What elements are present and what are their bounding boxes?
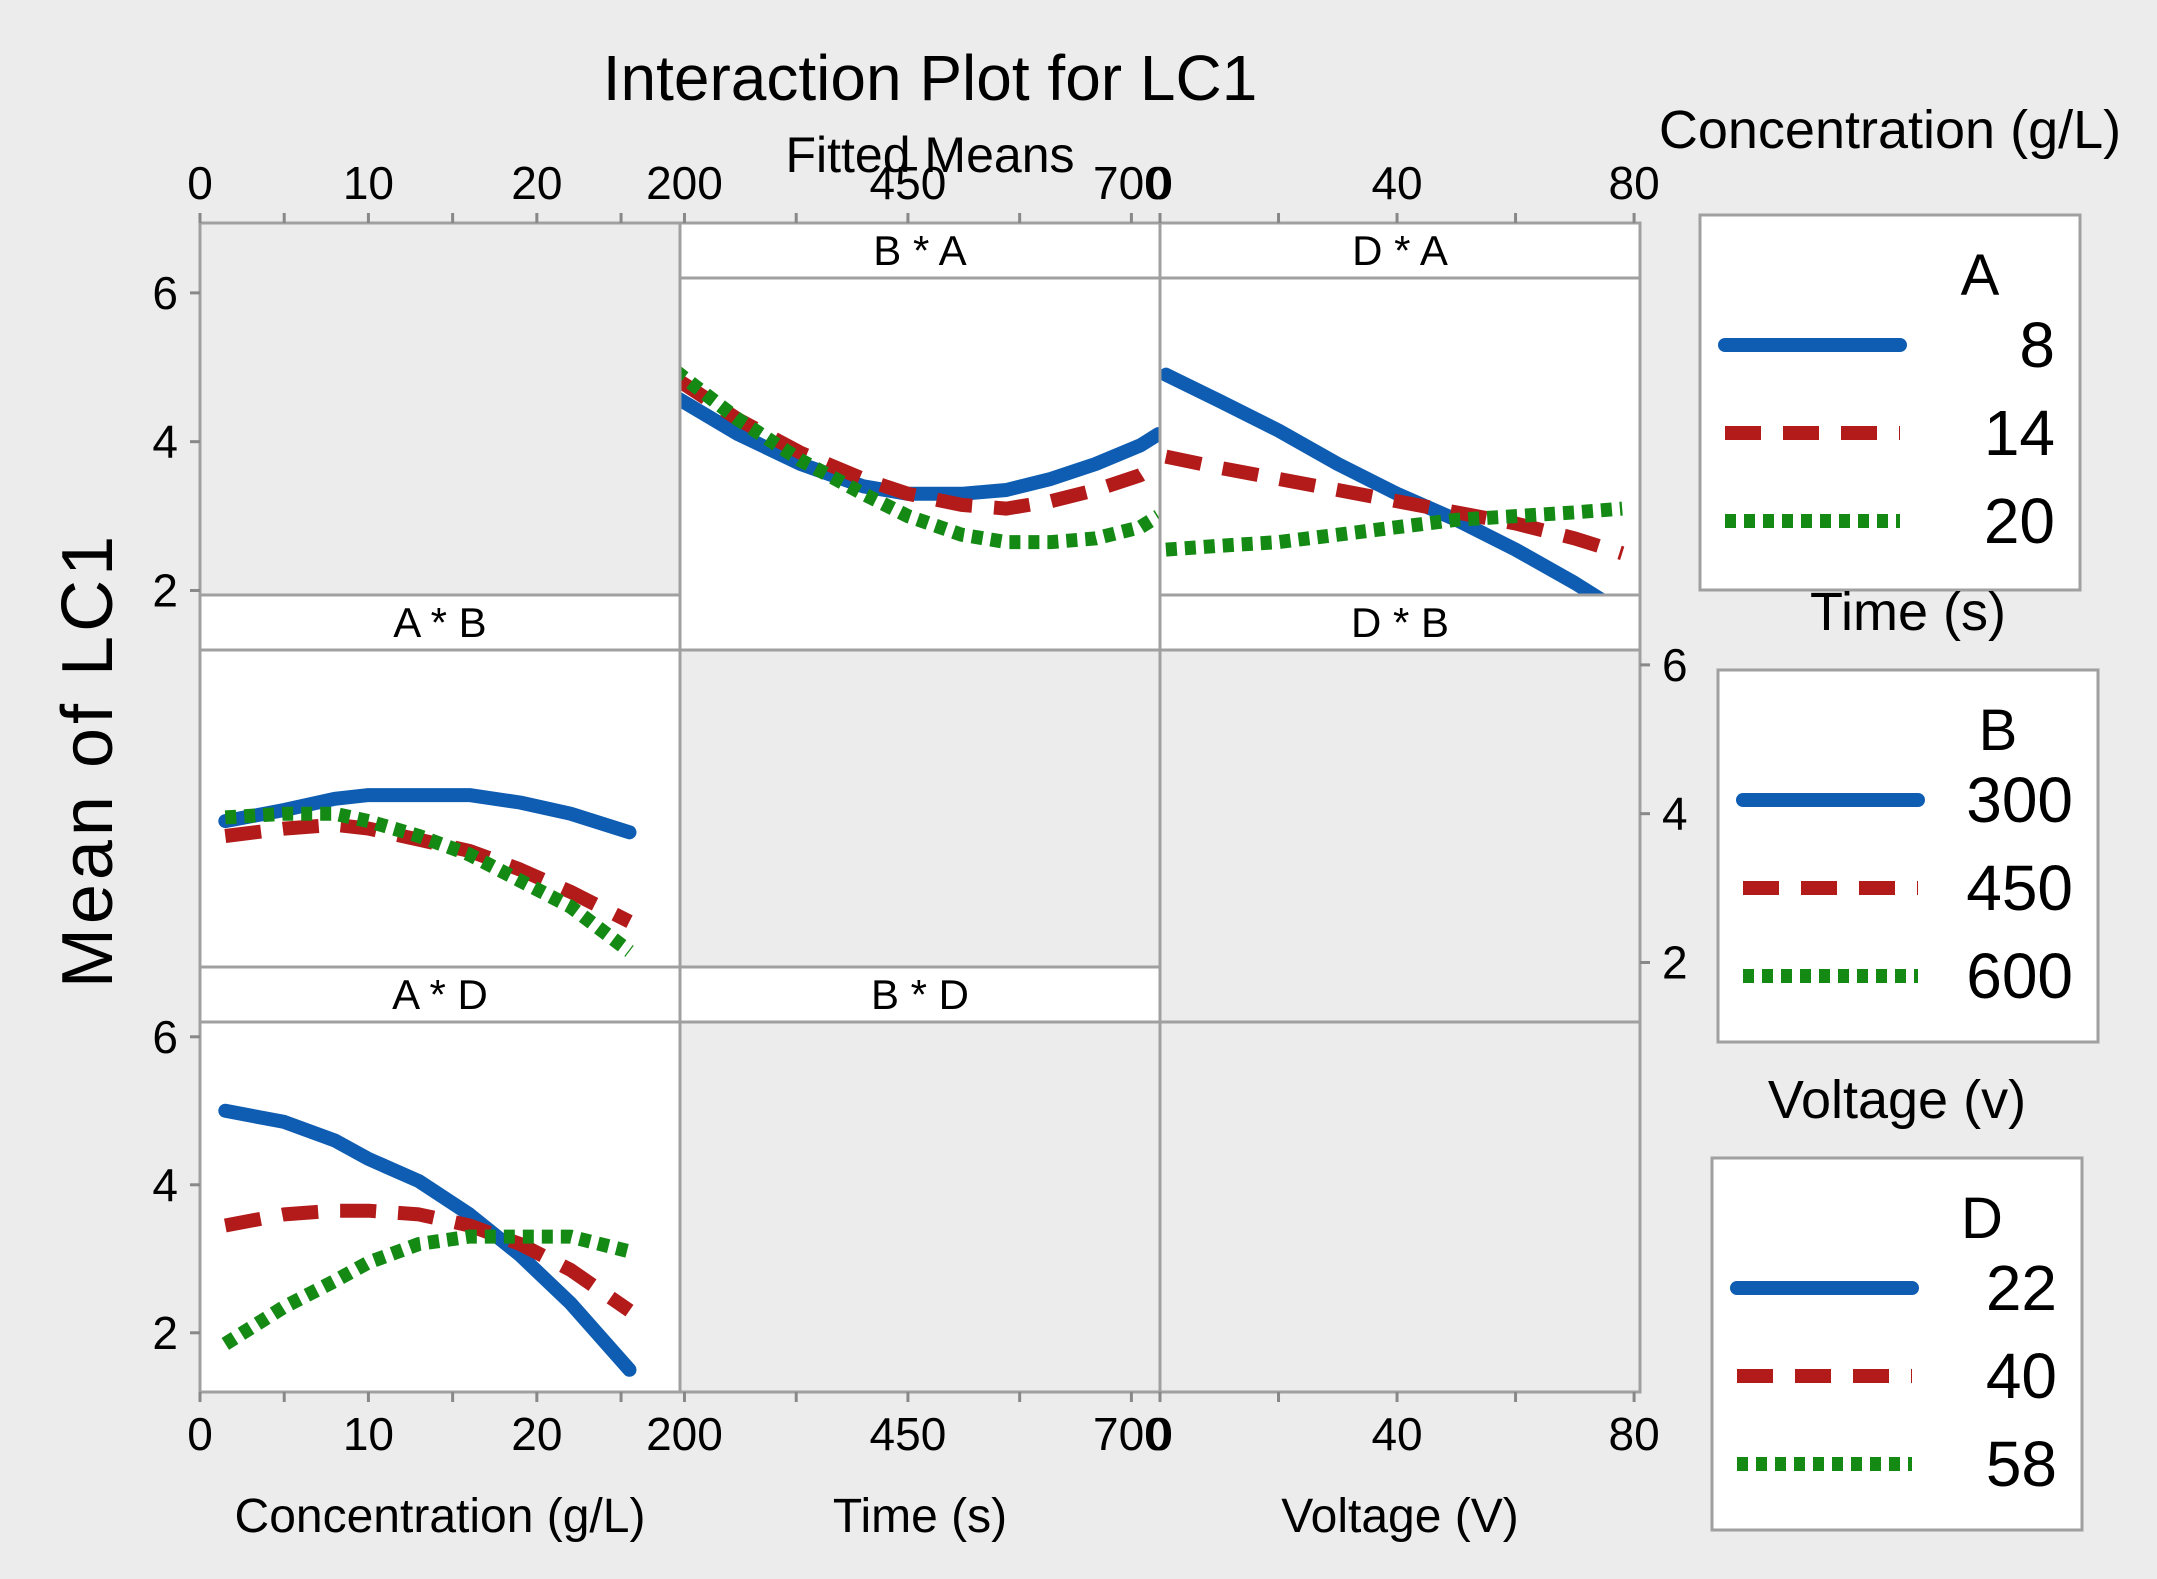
panel-ab: A * B <box>198 593 682 1022</box>
x-tick-label-bottom: 0 <box>187 1408 213 1460</box>
legend-level-label: 8 <box>2019 309 2055 381</box>
y-tick-label: 4 <box>152 1159 178 1211</box>
x-tick-label-top: 80 <box>1608 157 1659 209</box>
x-tick-label-bottom: 10 <box>343 1408 394 1460</box>
grid-cell <box>1160 650 1640 1022</box>
series-line-a-20 <box>1165 501 1623 557</box>
legend-level-label: 14 <box>1984 397 2055 469</box>
panel-strip-label: A * B <box>393 599 486 646</box>
legend-level-label: 22 <box>1986 1252 2057 1324</box>
y-tick-label: 2 <box>152 564 178 616</box>
x-tick-label-bottom: 20 <box>511 1408 562 1460</box>
series-line-a-14 <box>680 372 1160 516</box>
panel-plot-area <box>1160 278 1640 650</box>
panel-db: D * B <box>1158 593 1642 652</box>
panels-layer: B * A D * A A * B D * B A * D B * D <box>198 221 1642 1394</box>
grid-cell <box>200 278 680 650</box>
legend-header: Voltage (v) <box>1768 1070 2026 1130</box>
series-line-a-20 <box>680 365 1160 550</box>
y-axis-title: Mean of LC1 <box>48 532 128 988</box>
x-tick-label-top: 40 <box>1371 157 1422 209</box>
legend-level-label: 450 <box>1966 852 2073 924</box>
panel-plot-area <box>200 650 680 1022</box>
panel-bd: B * D <box>678 965 1162 1024</box>
x-tick-label-bottom: 200 <box>646 1408 723 1460</box>
panel-strip <box>198 965 682 1024</box>
x-tick-label-top: 700 <box>1093 157 1170 209</box>
y-tick-label: 2 <box>152 1307 178 1359</box>
legend-header: Time (s) <box>1810 582 2006 642</box>
legend-level-label: 600 <box>1966 940 2073 1012</box>
legend-variable: B <box>1979 698 2018 763</box>
x-tick-label-top: 20 <box>511 157 562 209</box>
panel-strip-label: D * B <box>1351 599 1449 646</box>
chart-subtitle: Fitted Means <box>785 127 1074 183</box>
legend-level-label: 40 <box>1986 1340 2057 1412</box>
panel-ba: B * A <box>678 221 1162 650</box>
legend-variable: D <box>1961 1186 2003 1251</box>
legend-header: Concentration (g/L) <box>1659 100 2121 160</box>
legend-variable: A <box>1961 243 2000 308</box>
series-line-d-58 <box>221 1229 632 1350</box>
panel-strip-label: B * A <box>873 227 966 274</box>
x-tick-label-top: 450 <box>870 157 947 209</box>
series-line-b-600 <box>224 806 634 957</box>
series-line-a-14 <box>1164 449 1625 560</box>
grid-cell <box>680 650 1160 1022</box>
x-axis-title: Voltage (V) <box>1281 1490 1518 1543</box>
x-tick-label-bottom: 40 <box>1371 1408 1422 1460</box>
panel-ad: A * D <box>198 965 682 1392</box>
grid-cell <box>680 1022 1160 1392</box>
legend-a: Concentration (g/L) A8 14 20 <box>1659 100 2121 592</box>
grid-frame <box>198 221 1642 1394</box>
legend-level-label: 58 <box>1986 1428 2057 1500</box>
x-tick-label-bottom: 0 <box>1147 1408 1173 1460</box>
y-tick-label: 2 <box>1662 936 1688 988</box>
panel-strip-label: D * A <box>1352 227 1448 274</box>
panel-strip-label: A * D <box>392 971 488 1018</box>
series-line-b-300 <box>218 788 637 840</box>
x-axis-title: Time (s) <box>833 1490 1007 1543</box>
legend-d: Voltage (v) D22 40 58 <box>1710 1070 2084 1532</box>
legend-level-label: 300 <box>1966 764 2073 836</box>
y-tick-label: 4 <box>152 416 178 468</box>
panel-strip-label: B * D <box>871 971 969 1018</box>
y-tick-label: 4 <box>1662 788 1688 840</box>
x-axis-title: Concentration (g/L) <box>235 1490 646 1543</box>
series-line-a-8 <box>1160 367 1630 620</box>
grid-cell <box>1160 1022 1640 1392</box>
x-tick-label-bottom: 450 <box>870 1408 947 1460</box>
y-tick-label: 6 <box>152 1011 178 1063</box>
x-tick-label-top: 0 <box>187 157 213 209</box>
y-tick-label: 6 <box>1662 639 1688 691</box>
panel-da: D * A <box>1158 221 1642 650</box>
series-line-d-40 <box>224 1203 634 1317</box>
x-tick-label-top: 10 <box>343 157 394 209</box>
x-tick-label-top: 0 <box>1147 157 1173 209</box>
x-tick-label-top: 200 <box>646 157 723 209</box>
x-tick-label-bottom: 700 <box>1093 1408 1170 1460</box>
x-tick-label-bottom: 80 <box>1608 1408 1659 1460</box>
legend-level-label: 20 <box>1984 485 2055 557</box>
y-tick-label: 6 <box>152 267 178 319</box>
chart-title: Interaction Plot for LC1 <box>603 42 1258 114</box>
series-line-d-22 <box>218 1103 637 1377</box>
